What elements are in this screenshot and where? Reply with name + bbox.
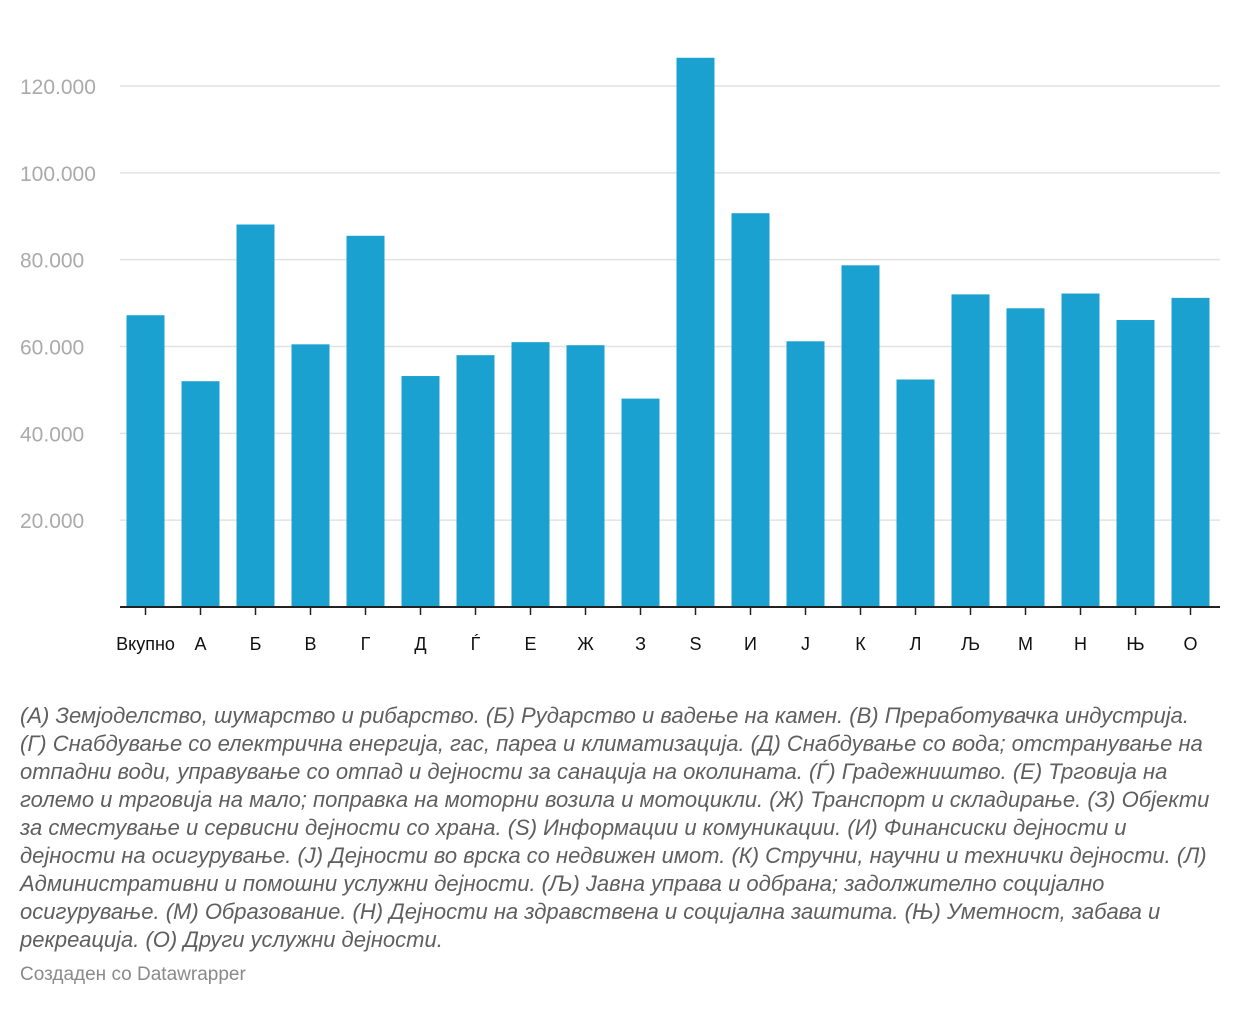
x-tick-label: Н (1074, 634, 1087, 654)
bar (621, 398, 660, 607)
x-tick-label: Б (250, 634, 262, 654)
y-tick-label: 120.000 (20, 76, 96, 99)
x-tick-label: О (1183, 634, 1197, 654)
x-tick-label: К (855, 634, 866, 654)
x-tick-label: Д (414, 634, 426, 654)
bar (401, 376, 440, 607)
bar (291, 344, 330, 607)
x-tick-label: А (194, 634, 206, 654)
x-axis-ticks (144, 607, 1192, 615)
bar (456, 355, 495, 607)
x-tick-label: Ж (577, 634, 594, 654)
x-tick-label: Вкупно (116, 634, 175, 654)
bar (1061, 293, 1100, 607)
x-tick-label: Ѕ (689, 634, 701, 654)
bar (731, 213, 770, 608)
bar (346, 235, 385, 607)
x-tick-label: И (744, 634, 757, 654)
x-tick-label: Е (524, 634, 536, 654)
bar (511, 342, 550, 607)
bar (1116, 320, 1155, 607)
bar (786, 341, 825, 607)
x-tick-label: Ј (801, 634, 810, 654)
bar-chart: 20.000 40.000 60.000 80.000 100.000 120.000 В… (20, 57, 1220, 654)
footnote: (А) Земјоделство, шумарство и рибарство.… (20, 703, 1210, 952)
y-tick-label: 40.000 (20, 423, 84, 446)
bar (566, 345, 605, 607)
bar (841, 265, 880, 607)
y-tick-label: 80.000 (20, 250, 84, 273)
bars (126, 57, 1210, 608)
x-tick-label: Ѓ (471, 634, 481, 654)
bar (126, 315, 165, 607)
y-tick-label: 60.000 (20, 337, 84, 360)
bar (676, 57, 715, 607)
bar (896, 379, 935, 607)
x-tick-label: В (304, 634, 316, 654)
x-tick-label: З (635, 634, 646, 654)
bar (236, 224, 275, 608)
x-tick-label: Љ (961, 634, 980, 654)
x-tick-label: Њ (1126, 634, 1144, 654)
y-tick-label: 100.000 (20, 163, 96, 186)
bar (181, 381, 220, 607)
bar (1171, 297, 1210, 607)
x-tick-label: Л (910, 634, 922, 654)
credit-text: Создаден со Datawrapper (20, 964, 246, 985)
x-axis-tick-labels: Вкупно А Б В Г Д Ѓ Е Ж З Ѕ И Ј К Л Љ М Н Њ О (116, 634, 1197, 654)
y-tick-label: 20.000 (20, 510, 84, 533)
bar (1006, 308, 1045, 607)
y-axis-tick-labels: 20.000 40.000 60.000 80.000 100.000 120.000 (20, 76, 96, 533)
x-tick-label: М (1018, 634, 1033, 654)
bar (951, 294, 990, 607)
x-tick-label: Г (361, 634, 371, 654)
gridlines (120, 85, 1220, 521)
